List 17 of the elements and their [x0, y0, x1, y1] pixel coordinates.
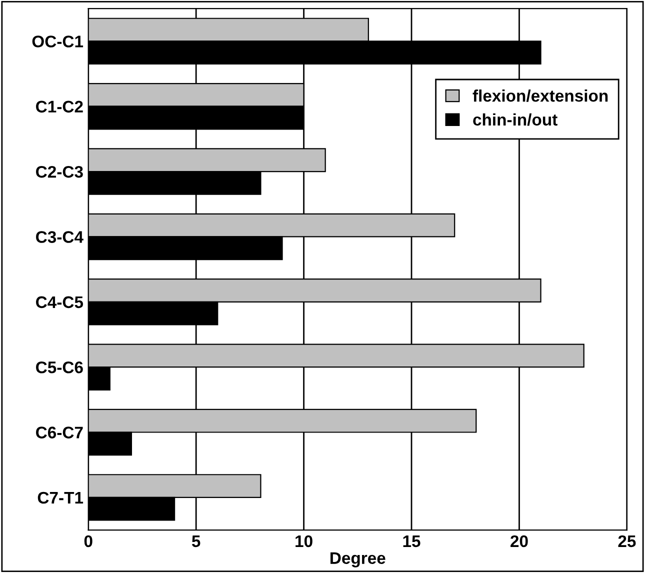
- x-tick-label: 5: [192, 536, 200, 548]
- x-tick-label: 0: [84, 535, 92, 548]
- legend-label: chin-in/out: [473, 113, 558, 126]
- x-axis-title: Degree: [330, 552, 386, 568]
- y-tick-label: C5-C6: [36, 361, 83, 374]
- y-tick-label: C2-C3: [36, 166, 83, 178]
- y-tick-label: C4-C5: [36, 296, 84, 308]
- y-tick-label: OC-C1: [32, 36, 84, 48]
- y-tick-label: C6-C7: [36, 426, 83, 438]
- legend-label: flexion/extension: [472, 90, 608, 102]
- x-tick-label: 20: [510, 535, 528, 548]
- y-tick-label: C1-C2: [36, 100, 83, 113]
- x-tick-label: 15: [403, 536, 420, 548]
- y-tick-label: C3-C4: [36, 231, 84, 243]
- y-tick-label: C7-T1: [38, 492, 84, 504]
- x-tick-label: 25: [618, 535, 636, 548]
- x-tick-label: 10: [296, 535, 312, 548]
